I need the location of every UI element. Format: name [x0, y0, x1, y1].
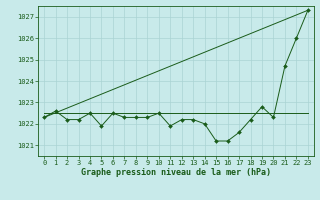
X-axis label: Graphe pression niveau de la mer (hPa): Graphe pression niveau de la mer (hPa): [81, 168, 271, 177]
